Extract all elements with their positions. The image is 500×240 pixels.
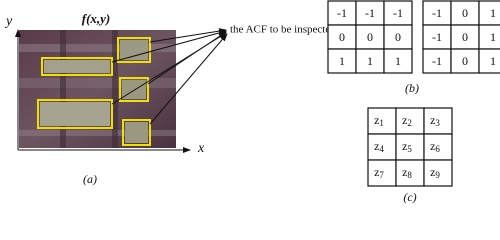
cell-letter: z — [402, 113, 407, 127]
cell — [423, 133, 453, 161]
cell-index: 9 — [435, 170, 440, 180]
kernel-value: 1 — [367, 54, 373, 68]
cell — [450, 24, 480, 50]
cell — [450, 48, 480, 74]
kernel-value: 1 — [339, 54, 345, 68]
cell-index: 2 — [407, 118, 412, 128]
cell-label: z3 — [430, 113, 440, 128]
photo — [19, 30, 176, 148]
cell-label: z7 — [374, 165, 384, 180]
cell-index: 3 — [435, 118, 440, 128]
cell-letter: z — [430, 165, 435, 179]
cell-letter: z — [430, 139, 435, 153]
kernel-value: 0 — [367, 30, 373, 44]
cell — [367, 133, 397, 161]
figure: y x f(x,y) the ACF to be inspected (a) -… — [4, 0, 500, 204]
cell-label: z9 — [430, 165, 440, 180]
cell — [422, 48, 452, 74]
cell-letter: z — [374, 113, 379, 127]
cell — [383, 48, 413, 74]
kernel-value: -1 — [337, 6, 347, 20]
cell-index: 8 — [407, 170, 412, 180]
cell-letter: z — [374, 165, 379, 179]
kernel-value: 0 — [462, 6, 468, 20]
cell — [423, 159, 453, 187]
cell-label: z4 — [374, 139, 384, 154]
cell-letter: z — [402, 165, 407, 179]
axes — [15, 29, 191, 153]
cell — [478, 48, 500, 74]
cell-index: 5 — [407, 144, 412, 154]
caption: (b) — [405, 81, 419, 95]
kernel-value: -1 — [432, 6, 442, 20]
cell — [383, 24, 413, 50]
cell-label: z5 — [402, 139, 412, 154]
cell-index: 7 — [379, 170, 384, 180]
cell-index: 1 — [379, 118, 384, 128]
annotation: the ACF to be inspected — [230, 24, 336, 36]
cell-label: z1 — [374, 113, 384, 128]
cell-index: 6 — [435, 144, 440, 154]
arrows — [111, 28, 228, 125]
page: {"panel_a": {"function_label": "f(x,y)",… — [4, 0, 500, 204]
cell-label: z8 — [402, 165, 412, 180]
cell — [395, 159, 425, 187]
kernel-value: 1 — [395, 54, 401, 68]
x-axis-label: x — [197, 141, 205, 156]
caption: (c) — [403, 190, 416, 204]
kernel-value: 1 — [490, 54, 496, 68]
cell — [367, 159, 397, 187]
kernel-value: -1 — [432, 54, 442, 68]
kernel-value: 0 — [462, 30, 468, 44]
cell — [367, 107, 397, 135]
cell-letter: z — [402, 139, 407, 153]
kernel-value: 0 — [339, 30, 345, 44]
kernel-value: -1 — [432, 30, 442, 44]
y-axis-label: y — [4, 14, 13, 29]
cell-letter: z — [430, 113, 435, 127]
cell-label: z2 — [402, 113, 412, 128]
kernel-value: 1 — [490, 6, 496, 20]
kernel-value: 1 — [490, 30, 496, 44]
kernel-value: -1 — [365, 6, 375, 20]
kernel-value: 0 — [395, 30, 401, 44]
cell — [355, 48, 385, 74]
caption: (a) — [83, 172, 97, 186]
cell-index: 4 — [379, 144, 384, 154]
kernel-value: -1 — [393, 6, 403, 20]
kernel-value: 0 — [462, 54, 468, 68]
cell — [327, 24, 357, 50]
cell-letter: z — [374, 139, 379, 153]
function-label: f(x,y) — [82, 11, 111, 26]
cell-label: z6 — [430, 139, 440, 154]
panel-b: -1 -1 -1 0 0 0 1 1 1 -1 0 1 -1 0 1 -1 0 1 — [327, 0, 500, 74]
